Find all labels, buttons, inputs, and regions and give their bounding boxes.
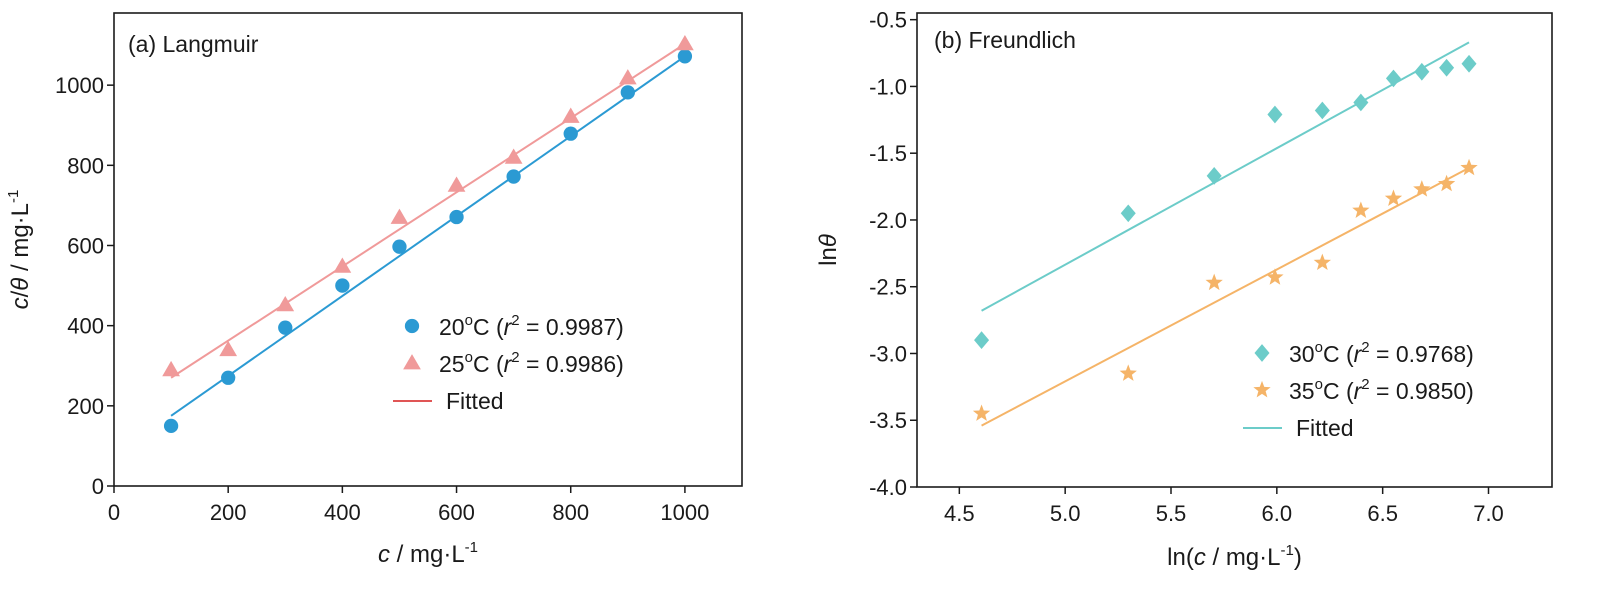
x-tick-label: 600 [438,500,475,525]
plot-frame [113,12,743,487]
y-tick-label: 800 [67,153,104,178]
data-point [392,239,407,254]
data-point [1206,167,1222,185]
data-point [618,69,637,85]
x-tick-label: 5.0 [1050,501,1081,526]
fit-line [981,41,1470,312]
data-point [1352,201,1370,218]
data-point [335,278,350,293]
x-tick-label: 800 [552,500,589,525]
data-point [1414,62,1430,81]
fit-line [981,167,1470,427]
x-tick-label: 1000 [660,500,709,525]
data-point [333,257,352,273]
data-point [278,320,293,335]
data-point [1314,101,1330,120]
legend: 20oC (r2 = 0.9987) 25oC (r2 = 0.9986) Fitt… [393,312,624,414]
data-point [162,360,180,377]
fit-line [170,43,686,379]
legend-fitted-label: Fitted [446,388,504,414]
data-point [276,295,295,312]
x-axis-label: ln(c / mg·L-1) [1167,542,1302,571]
data-point [1460,158,1478,176]
data-point [163,418,179,434]
legend-entry-label: 30oC (r2 = 0.9768) [1289,339,1474,367]
chart-panel-freundlich: 4.5 5.0 5.5 6.0 6.5 7.0 -4.0 -3.5 -3.0 -2.5 -2.0 -1… [815,8,1553,571]
data-point [1437,174,1456,192]
legend-entry-label: 25oC (r2 = 0.9986) [439,349,624,377]
data-point [447,176,466,192]
y-tick-label: -1.0 [869,74,907,99]
data-point [1120,204,1136,223]
x-tick-label: 6.0 [1262,501,1293,526]
data-point [1205,273,1223,291]
data-point [972,404,991,421]
y-tick-label: -2.0 [869,208,907,233]
y-tick-label: -0.5 [869,8,907,33]
data-point [1266,268,1284,285]
series-30C [974,41,1477,349]
legend: 30oC (r2 = 0.9768) 35oC (r2 = 0.9850) Fitt… [1243,339,1474,441]
x-tick-label: 5.5 [1156,501,1187,526]
data-point [219,340,238,357]
x-tick-label: 6.5 [1367,501,1398,526]
series-35C [972,158,1478,427]
y-axis-label: c/θ / mg·L-1 [5,190,34,310]
data-point [561,107,580,123]
data-point [504,148,523,164]
data-point [974,331,990,349]
data-point [221,370,236,385]
series-25C [162,34,694,379]
panel-title: (a) Langmuir [128,31,259,57]
y-tick-label: -3.5 [869,408,907,433]
plot-frame [916,12,1553,488]
x-tick-label: 400 [324,500,361,525]
y-tick-label: 200 [67,394,104,419]
x-tick-label: 7.0 [1473,501,1504,526]
y-axis-label: lnθ [815,234,842,266]
legend-entry-label: 35oC (r2 = 0.9850) [1289,376,1474,404]
data-point [1384,189,1403,206]
legend-marker [404,318,420,334]
data-point [1267,105,1283,124]
data-point [1313,253,1331,271]
chart-panel-langmuir: 0 200 400 600 800 1000 0 200 400 600 800 1000 (a) La… [5,12,743,568]
y-tick-label: -3.0 [869,341,907,366]
data-point [620,85,635,100]
data-point [677,49,693,64]
data-point [1439,58,1455,77]
data-point [1119,364,1137,381]
legend-marker [403,354,421,370]
legend-fitted-label: Fitted [1296,415,1354,441]
data-point [390,208,409,224]
fit-line [170,55,686,417]
data-point [506,169,521,184]
legend-entry-label: 20oC (r2 = 0.9987) [439,312,624,340]
y-tick-label: -1.5 [869,141,907,166]
y-tick-label: 600 [67,233,104,258]
x-tick-label: 200 [210,500,247,525]
panel-title: (b) Freundlich [934,27,1076,53]
data-point [1461,54,1477,73]
y-tick-label: -2.5 [869,275,907,300]
data-point [449,209,464,225]
y-tick-label: 1000 [55,73,104,98]
y-tick-label: 0 [92,474,104,499]
data-point [676,34,694,51]
y-tick-label: 400 [67,314,104,339]
series-20C [163,49,693,434]
x-axis-label: c / mg·L-1 [378,539,478,568]
legend-marker [1253,380,1271,398]
x-tick-label: 0 [108,500,120,525]
y-tick-label: -4.0 [869,475,907,500]
x-tick-label: 4.5 [944,501,975,526]
data-point [1353,93,1369,112]
legend-marker [1254,344,1270,362]
data-point [563,126,578,141]
data-point [1385,69,1401,88]
data-point [1413,180,1431,197]
